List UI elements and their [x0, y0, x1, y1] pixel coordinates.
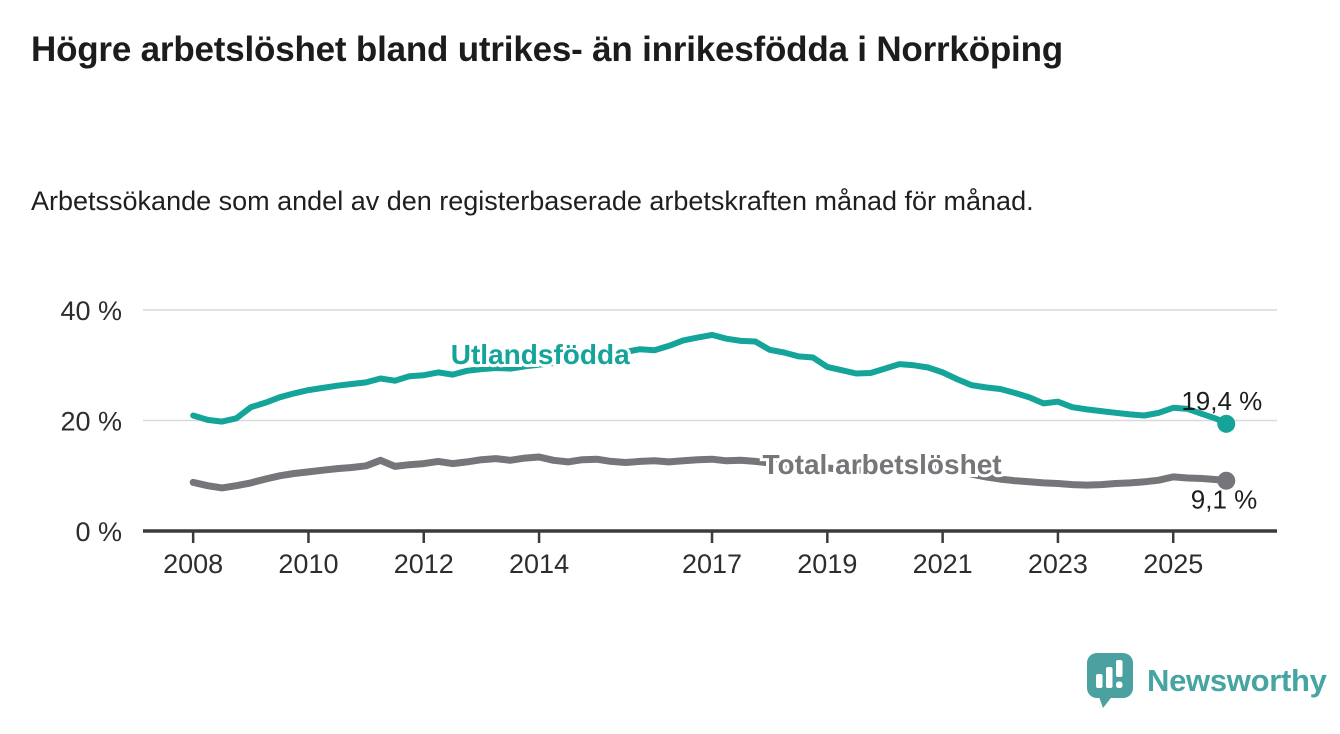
x-axis-label: 2017 [682, 549, 742, 579]
y-axis-label: 0 % [75, 517, 122, 547]
newsworthy-logo-text: Newsworthy [1147, 663, 1327, 698]
y-axis-label: 20 % [60, 407, 122, 437]
x-axis-label: 2014 [509, 549, 569, 579]
total-line [189, 453, 1230, 492]
unemployment-line-chart: Utlandsfödda Total arbetslöshet 19,4 % 9,1 … [60, 296, 1277, 579]
page-title: Högre arbetslöshet bland utrikes- än inr… [31, 30, 1063, 69]
x-axis-label: 2023 [1028, 549, 1088, 579]
newsworthy-logo: Newsworthy [1086, 652, 1327, 710]
utlandsfodda-series-label: Utlandsfödda [451, 339, 630, 370]
speech-bubble-bar-chart-icon [1087, 653, 1133, 708]
utlandsfodda-line [190, 331, 1230, 427]
total-end-value-label: 9,1 % [1191, 485, 1258, 515]
x-axis-label: 2012 [394, 549, 454, 579]
x-axis-label: 2010 [278, 549, 338, 579]
utlandsfodda-end-dot [1217, 414, 1236, 433]
x-axis-label: 2025 [1143, 549, 1203, 579]
x-axis-label: 2019 [797, 549, 857, 579]
y-axis-label: 40 % [60, 296, 122, 326]
x-axis-label: 2021 [913, 549, 973, 579]
total-end-dot [1217, 471, 1236, 490]
page-subtitle: Arbetssökande som andel av den registerb… [31, 186, 1034, 216]
utlandsfodda-end-value-label: 19,4 % [1181, 386, 1262, 416]
total-series-label: Total arbetslöshet [763, 449, 1002, 480]
x-axis-label: 2008 [163, 549, 223, 579]
